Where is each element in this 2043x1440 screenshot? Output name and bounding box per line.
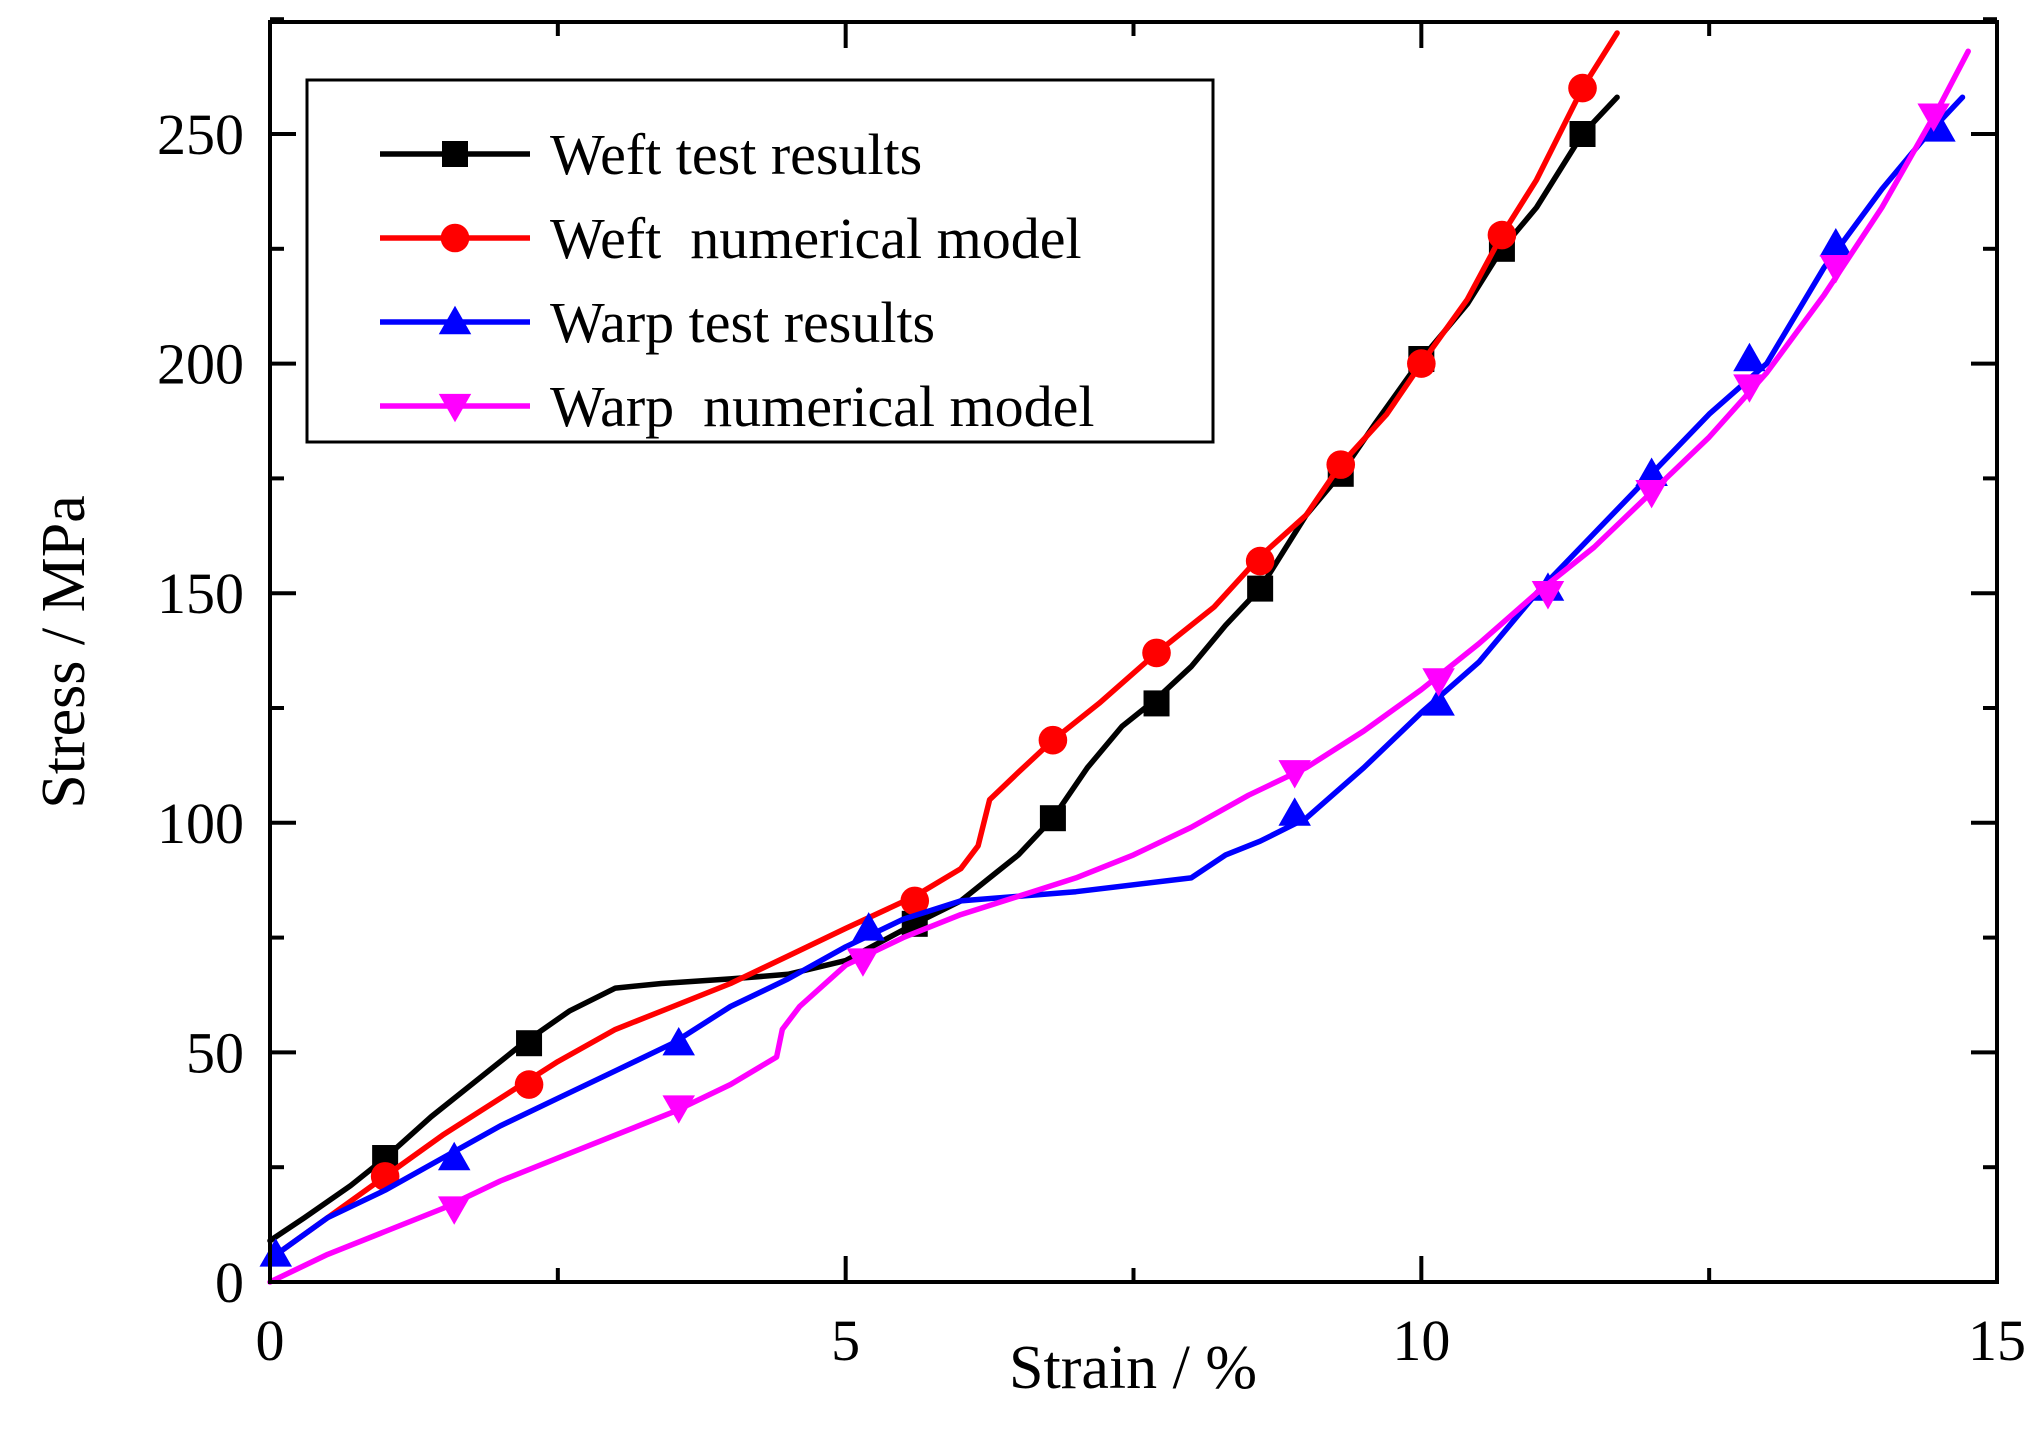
y-tick-label: 200: [157, 332, 244, 397]
legend-entry: Warp numerical model: [380, 374, 1095, 439]
plot-frame: [268, 20, 1999, 1284]
data-point-marker: [1733, 342, 1766, 372]
data-point-marker: [1635, 457, 1668, 486]
data-point-marker: [1245, 546, 1275, 576]
data-point-marker: [1819, 227, 1853, 257]
series-layer: [259, 30, 1971, 1285]
legend-marker: [442, 141, 468, 167]
data-point-marker: [1407, 349, 1436, 378]
y-axis-title: Stress / MPa: [30, 495, 98, 808]
data-point-marker: [437, 1141, 471, 1171]
x-axis-title: Strain / %: [1009, 1334, 1257, 1402]
data-point-marker: [1487, 220, 1517, 250]
y-tick-label: 50: [186, 1020, 244, 1085]
x-tick-label: 5: [831, 1308, 860, 1373]
legend-entry: Weft test results: [380, 122, 922, 187]
data-point-marker: [1247, 575, 1274, 602]
legend-entry: Warp test results: [380, 290, 935, 355]
data-point-marker: [1278, 797, 1311, 826]
data-point-marker: [1569, 121, 1596, 147]
legend-marker: [438, 393, 472, 423]
series-triangle-down: [267, 48, 1971, 1285]
x-tick-label: 10: [1392, 1308, 1450, 1373]
data-point-marker: [437, 1196, 471, 1225]
data-point-marker: [662, 1095, 695, 1124]
data-point-marker: [514, 1070, 544, 1099]
legend-entry: Weft numerical model: [380, 206, 1082, 271]
data-point-marker: [1143, 690, 1170, 717]
data-point-marker: [846, 948, 880, 977]
legend-label: Weft test results: [550, 122, 922, 187]
series-line: [267, 94, 1966, 1262]
x-tick-label: 0: [256, 1308, 285, 1373]
data-point-marker: [900, 886, 930, 916]
data-point-marker: [259, 1238, 293, 1267]
data-point-marker: [1422, 687, 1455, 716]
data-point-marker: [1923, 113, 1956, 142]
data-point-marker: [852, 912, 885, 941]
data-point-marker: [1142, 638, 1171, 668]
data-point-marker: [1531, 581, 1565, 610]
legend-box: [305, 78, 1215, 444]
data-point-marker: [1038, 725, 1068, 755]
y-tick-label: 150: [157, 561, 244, 626]
data-point-marker: [1635, 479, 1668, 509]
data-point-marker: [662, 1026, 695, 1056]
data-point-marker: [1039, 805, 1066, 832]
data-point-marker: [1917, 103, 1950, 132]
data-point-marker: [516, 1030, 543, 1057]
y-tick-label: 250: [157, 102, 244, 167]
y-tick-label: 0: [215, 1250, 244, 1315]
legend-marker: [440, 223, 470, 253]
data-point-marker: [1568, 73, 1597, 103]
series-line: [267, 94, 1620, 1244]
data-point-marker: [1733, 374, 1766, 403]
series-line: [267, 48, 1971, 1285]
x-tick-label: 15: [1968, 1308, 2026, 1373]
data-point-marker: [1278, 760, 1311, 789]
legend-label: Warp test results: [550, 290, 935, 355]
y-tick-label: 100: [157, 791, 244, 856]
data-point-marker: [1422, 668, 1455, 697]
legend: Weft test results Weft numerical model War…: [305, 78, 1215, 444]
data-point-marker: [1326, 450, 1356, 479]
legend-label: Weft numerical model: [550, 206, 1082, 271]
legend-label: Warp numerical model: [550, 374, 1095, 439]
legend-marker: [438, 305, 472, 335]
data-point-marker: [1819, 254, 1853, 284]
